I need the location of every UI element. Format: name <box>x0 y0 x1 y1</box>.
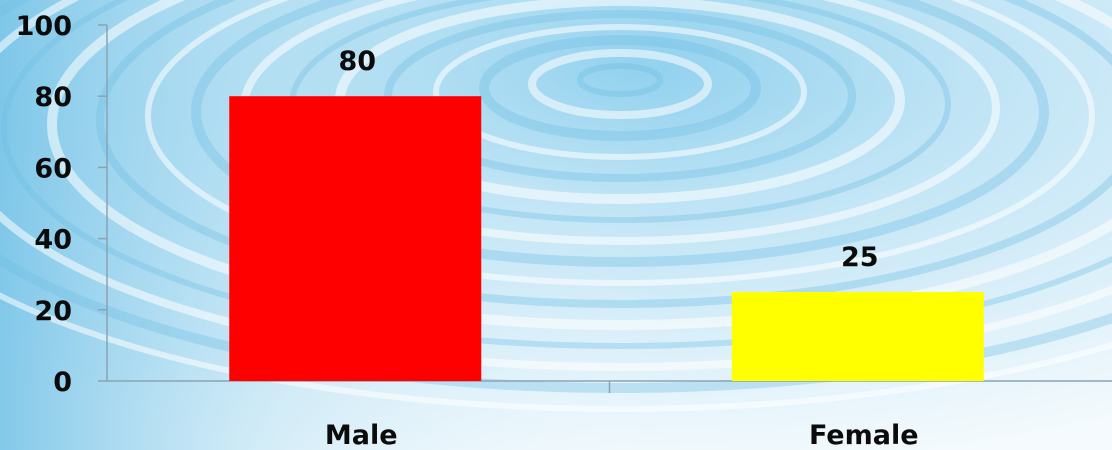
ripple-ring <box>145 0 1095 286</box>
y-tick-label: 40 <box>34 225 72 256</box>
ripple-ring <box>577 63 663 97</box>
ripple-ring <box>0 292 1112 412</box>
y-tick-label: 100 <box>16 11 72 42</box>
chart-bars <box>229 96 984 381</box>
category-label-male: Male <box>325 420 398 450</box>
ripple-ring <box>191 0 1049 267</box>
y-tick-label: 20 <box>34 296 72 327</box>
chart-labels: 0 20 40 60 80 100 80 Male 25 Female <box>16 11 919 450</box>
data-label-male: 80 <box>338 46 376 77</box>
ripple-ring <box>96 0 1112 308</box>
y-tick-label: 0 <box>53 367 72 398</box>
bar-male <box>229 96 482 381</box>
category-label-female: Female <box>809 420 919 450</box>
ripple-ring <box>384 10 856 182</box>
ripple-ring <box>1 0 1112 349</box>
bar-female <box>731 292 984 381</box>
ripple-ring <box>47 0 1112 330</box>
ripple-ring <box>528 49 712 119</box>
y-tick-label: 80 <box>34 82 72 113</box>
ripple-ring <box>433 24 807 160</box>
y-tick-label: 60 <box>34 153 72 184</box>
data-label-female: 25 <box>841 242 879 273</box>
ripple-ring <box>0 0 1112 371</box>
ripple-ring <box>0 0 1112 393</box>
ripple-ring <box>479 35 761 141</box>
